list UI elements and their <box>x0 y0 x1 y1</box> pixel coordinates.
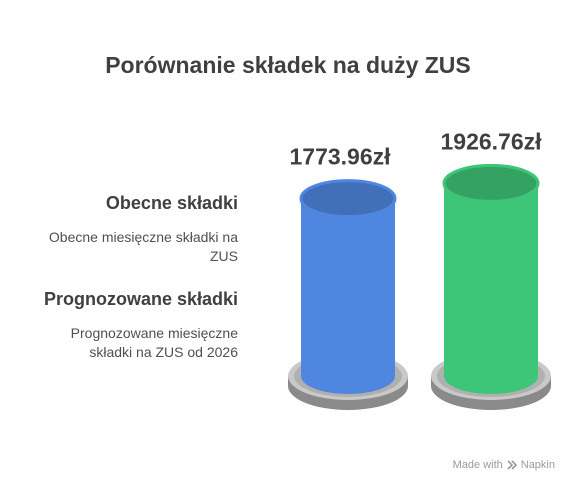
bar-value-label: 1773.96zł <box>289 144 391 170</box>
legend-item-forecast: Prognozowane składki Prognozowane miesię… <box>0 289 238 362</box>
bar-value-label: 1926.76zł <box>440 128 542 154</box>
credit-brand: Napkin <box>520 459 555 471</box>
legend-item-current: Obecne składki Obecne miesięczne składki… <box>18 193 238 266</box>
bar-forecast: 1926.76zł <box>431 128 551 410</box>
bar-body <box>444 183 538 394</box>
bar-body <box>301 198 395 394</box>
legend-title-current: Obecne składki <box>105 193 238 213</box>
credit-text: Made with <box>452 459 503 471</box>
napkin-logo-icon <box>507 460 517 470</box>
page-title: Porównanie składek na duży ZUS <box>105 52 471 78</box>
bar-top <box>299 179 397 219</box>
legend-title-forecast: Prognozowane składki <box>43 289 238 309</box>
made-with-credit[interactable]: Made with Napkin <box>453 459 555 471</box>
bar-top <box>442 163 540 203</box>
legend-description-current: Obecne miesięczne składki na ZUS <box>48 229 238 264</box>
bar-current: 1773.96zł <box>288 144 408 410</box>
legend-description-forecast: Prognozowane miesięczne składki na ZUS o… <box>70 325 238 360</box>
